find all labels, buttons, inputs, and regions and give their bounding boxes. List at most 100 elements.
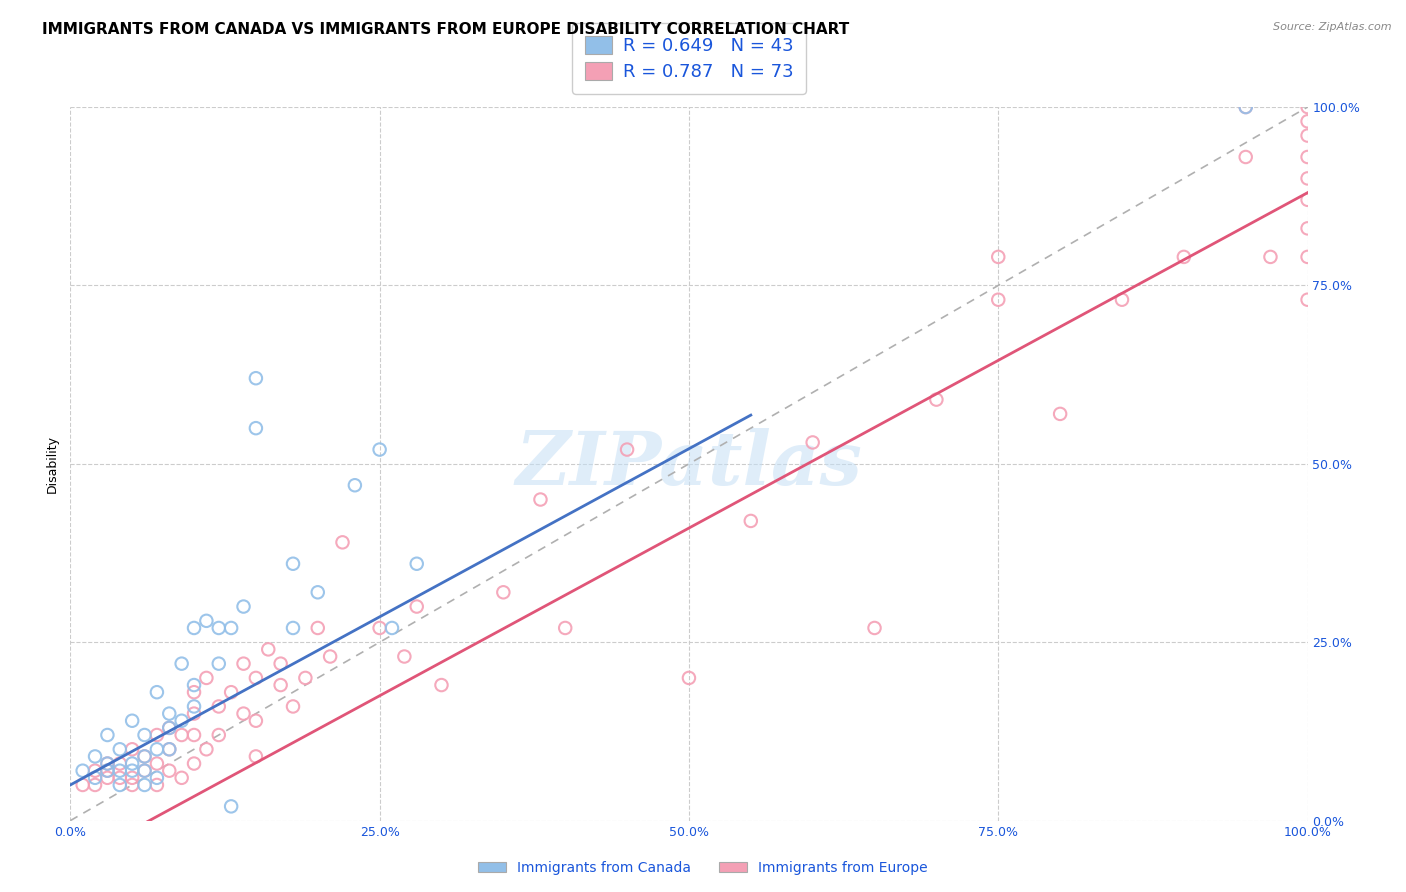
- Point: [405, 599, 427, 614]
- Point: [183, 706, 205, 721]
- Point: [146, 742, 169, 756]
- Point: [1173, 250, 1195, 264]
- Point: [1260, 250, 1282, 264]
- Point: [245, 749, 267, 764]
- Point: [270, 657, 292, 671]
- Point: [492, 585, 515, 599]
- Point: [183, 699, 205, 714]
- Point: [108, 742, 131, 756]
- Point: [1296, 114, 1319, 128]
- Point: [232, 706, 254, 721]
- Point: [208, 621, 231, 635]
- Point: [170, 728, 193, 742]
- Point: [72, 778, 94, 792]
- Point: [1296, 250, 1319, 264]
- Point: [925, 392, 948, 407]
- Point: [146, 778, 169, 792]
- Point: [121, 771, 143, 785]
- Point: [146, 685, 169, 699]
- Text: Source: ZipAtlas.com: Source: ZipAtlas.com: [1274, 22, 1392, 32]
- Point: [84, 764, 107, 778]
- Point: [134, 778, 156, 792]
- Point: [1111, 293, 1133, 307]
- Point: [232, 599, 254, 614]
- Point: [281, 621, 304, 635]
- Point: [146, 756, 169, 771]
- Point: [1234, 100, 1257, 114]
- Point: [84, 771, 107, 785]
- Point: [96, 771, 118, 785]
- Point: [183, 685, 205, 699]
- Point: [257, 642, 280, 657]
- Point: [146, 771, 169, 785]
- Point: [343, 478, 366, 492]
- Point: [219, 685, 242, 699]
- Point: [307, 621, 329, 635]
- Point: [134, 749, 156, 764]
- Point: [121, 742, 143, 756]
- Point: [157, 742, 180, 756]
- Point: [987, 250, 1010, 264]
- Point: [270, 678, 292, 692]
- Point: [1234, 150, 1257, 164]
- Text: IMMIGRANTS FROM CANADA VS IMMIGRANTS FROM EUROPE DISABILITY CORRELATION CHART: IMMIGRANTS FROM CANADA VS IMMIGRANTS FRO…: [42, 22, 849, 37]
- Point: [245, 671, 267, 685]
- Point: [281, 557, 304, 571]
- Point: [146, 728, 169, 742]
- Point: [368, 442, 391, 457]
- Legend: R = 0.649   N = 43, R = 0.787   N = 73: R = 0.649 N = 43, R = 0.787 N = 73: [572, 23, 806, 94]
- Point: [219, 799, 242, 814]
- Point: [678, 671, 700, 685]
- Point: [121, 764, 143, 778]
- Point: [134, 728, 156, 742]
- Point: [987, 293, 1010, 307]
- Point: [1296, 221, 1319, 235]
- Point: [170, 771, 193, 785]
- Point: [96, 764, 118, 778]
- Point: [740, 514, 762, 528]
- Point: [381, 621, 404, 635]
- Point: [1296, 128, 1319, 143]
- Point: [405, 557, 427, 571]
- Point: [96, 764, 118, 778]
- Y-axis label: Disability: Disability: [45, 434, 59, 493]
- Point: [616, 442, 638, 457]
- Point: [84, 778, 107, 792]
- Text: ZIPatlas: ZIPatlas: [516, 427, 862, 500]
- Point: [307, 585, 329, 599]
- Point: [208, 699, 231, 714]
- Point: [183, 728, 205, 742]
- Point: [208, 728, 231, 742]
- Point: [1296, 100, 1319, 114]
- Point: [157, 764, 180, 778]
- Point: [195, 614, 218, 628]
- Point: [108, 756, 131, 771]
- Point: [1049, 407, 1071, 421]
- Point: [96, 756, 118, 771]
- Point: [72, 764, 94, 778]
- Point: [157, 706, 180, 721]
- Point: [157, 721, 180, 735]
- Point: [319, 649, 342, 664]
- Legend: Immigrants from Canada, Immigrants from Europe: Immigrants from Canada, Immigrants from …: [472, 855, 934, 880]
- Point: [281, 699, 304, 714]
- Point: [208, 657, 231, 671]
- Point: [245, 714, 267, 728]
- Point: [183, 678, 205, 692]
- Point: [232, 657, 254, 671]
- Point: [134, 764, 156, 778]
- Point: [332, 535, 354, 549]
- Point: [529, 492, 551, 507]
- Point: [554, 621, 576, 635]
- Point: [245, 371, 267, 385]
- Point: [157, 721, 180, 735]
- Point: [134, 764, 156, 778]
- Point: [134, 749, 156, 764]
- Point: [394, 649, 416, 664]
- Point: [84, 749, 107, 764]
- Point: [183, 756, 205, 771]
- Point: [863, 621, 886, 635]
- Point: [96, 728, 118, 742]
- Point: [430, 678, 453, 692]
- Point: [183, 621, 205, 635]
